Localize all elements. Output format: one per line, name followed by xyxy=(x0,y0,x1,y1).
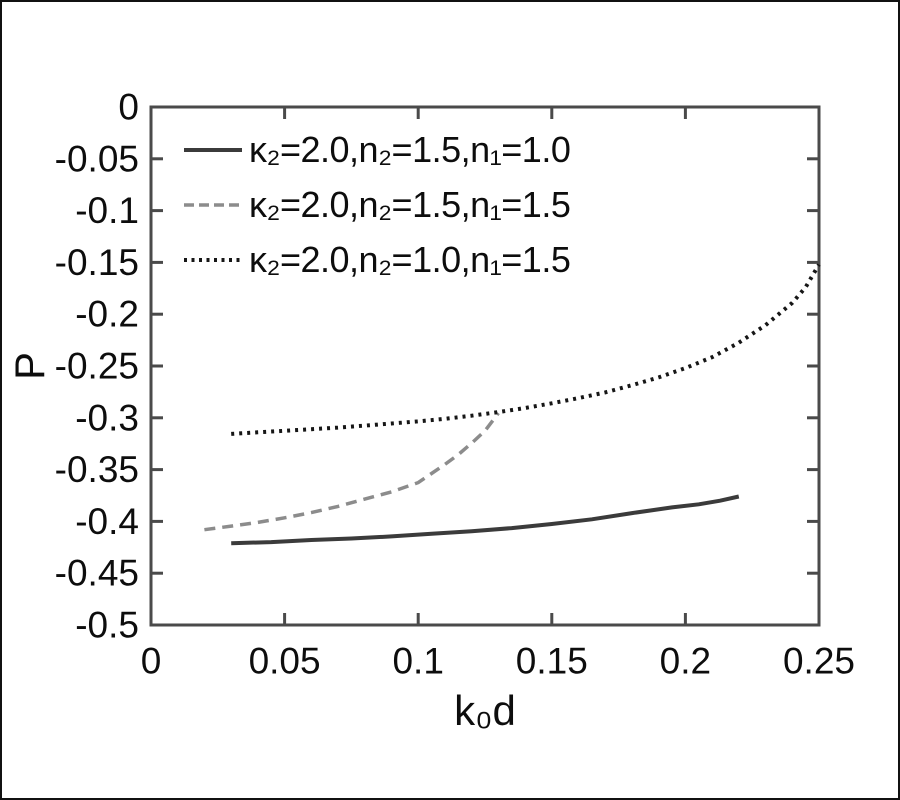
legend: κ₂=2.0,n₂=1.5,n₁=1.0 κ₂=2.0,n₂=1.5,n₁=1.… xyxy=(183,122,571,287)
y-tick-label: -0.1 xyxy=(75,190,139,231)
y-tick-label: -0.3 xyxy=(75,397,139,438)
y-tick-label: -0.45 xyxy=(55,553,139,594)
y-tick-label: -0.5 xyxy=(75,605,139,646)
y-tick-label: 0 xyxy=(118,87,139,128)
legend-entry-dashed: κ₂=2.0,n₂=1.5,n₁=1.5 xyxy=(183,177,571,232)
legend-sample-dotted-line xyxy=(184,257,242,262)
y-tick-label: -0.35 xyxy=(55,449,139,490)
x-tick-label: 0.2 xyxy=(660,640,711,681)
legend-label-dotted: κ₂=2.0,n₂=1.0,n₁=1.5 xyxy=(249,238,571,280)
x-axis-label: k₀d xyxy=(454,687,516,734)
legend-entry-dotted: κ₂=2.0,n₂=1.0,n₁=1.5 xyxy=(183,232,571,287)
legend-label-solid: κ₂=2.0,n₂=1.5,n₁=1.0 xyxy=(249,128,571,170)
legend-label-dashed: κ₂=2.0,n₂=1.5,n₁=1.5 xyxy=(249,183,571,225)
x-tick-label: 0.05 xyxy=(249,640,321,681)
x-tick-label: 0.25 xyxy=(783,640,855,681)
y-tick-label: -0.25 xyxy=(55,346,139,387)
curve-solid xyxy=(231,494,740,546)
curve-dashed xyxy=(204,412,500,532)
x-tick-label: 0.15 xyxy=(516,640,588,681)
x-tick-label: 0.1 xyxy=(392,640,443,681)
y-tick-label: -0.2 xyxy=(75,294,139,335)
y-tick-label: -0.05 xyxy=(55,138,139,179)
legend-entry-solid: κ₂=2.0,n₂=1.5,n₁=1.0 xyxy=(183,122,571,177)
y-axis-label: P xyxy=(6,352,53,380)
legend-sample-solid-line xyxy=(184,147,242,152)
curve-dotted xyxy=(231,263,821,436)
y-tick-label: -0.4 xyxy=(75,501,139,542)
legend-sample-dashed-line xyxy=(184,202,242,207)
x-tick-label: 0 xyxy=(141,640,162,681)
y-tick-label: -0.15 xyxy=(55,242,139,283)
